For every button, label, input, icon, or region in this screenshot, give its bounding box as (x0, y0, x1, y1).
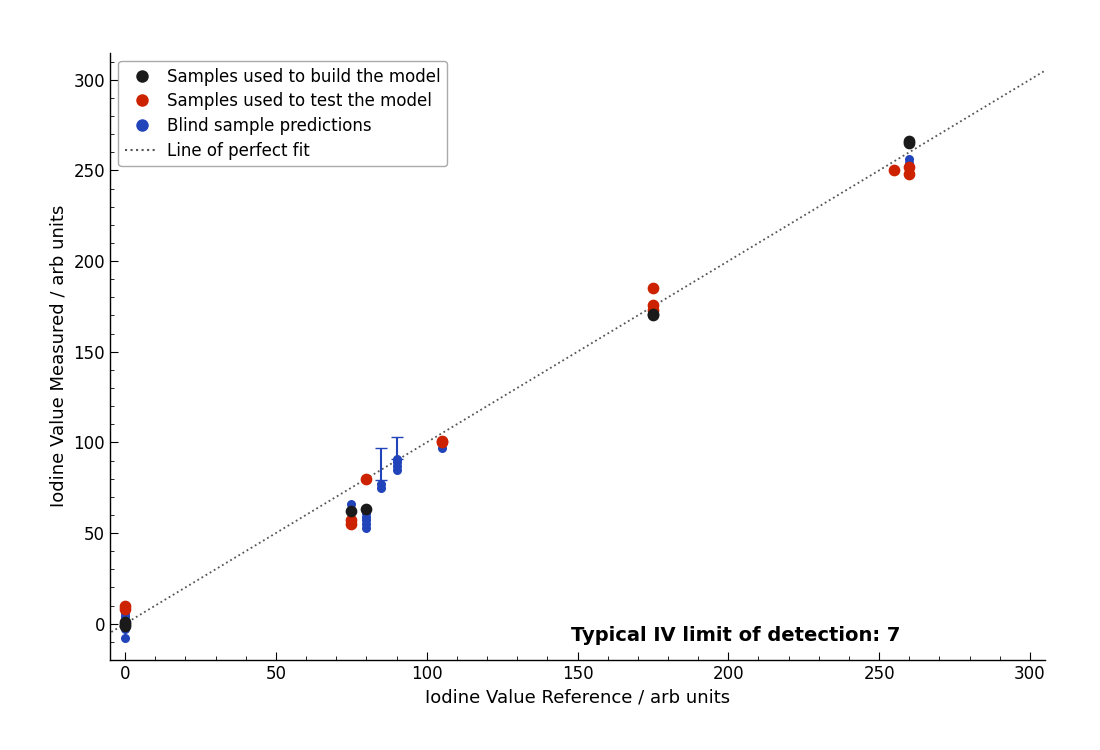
Blind sample predictions (901, 154, 918, 166)
Blind sample predictions (901, 168, 918, 180)
Samples used to test the model (342, 518, 360, 530)
Blind sample predictions (117, 618, 134, 630)
Samples used to test the model (645, 298, 662, 310)
Samples used to build the model (901, 137, 918, 149)
Blind sample predictions (117, 607, 134, 619)
Blind sample predictions (387, 464, 405, 476)
Blind sample predictions (387, 460, 405, 472)
Samples used to build the model (901, 135, 918, 147)
Blind sample predictions (358, 507, 375, 519)
Blind sample predictions (901, 164, 918, 176)
Samples used to test the model (886, 164, 903, 176)
Blind sample predictions (373, 478, 390, 490)
Samples used to test the model (433, 436, 451, 448)
Samples used to test the model (358, 472, 375, 484)
Samples used to test the model (117, 599, 134, 611)
X-axis label: Iodine Value Reference / arb units: Iodine Value Reference / arb units (425, 688, 730, 706)
Samples used to test the model (901, 160, 918, 172)
Blind sample predictions (342, 498, 360, 510)
Samples used to test the model (342, 514, 360, 526)
Blind sample predictions (117, 614, 134, 626)
Blind sample predictions (117, 623, 134, 635)
Blind sample predictions (901, 160, 918, 172)
Samples used to build the model (645, 310, 662, 322)
Blind sample predictions (358, 511, 375, 523)
Blind sample predictions (433, 442, 451, 454)
Samples used to test the model (645, 282, 662, 294)
Samples used to build the model (117, 620, 134, 632)
Blind sample predictions (901, 157, 918, 169)
Blind sample predictions (387, 453, 405, 465)
Blind sample predictions (373, 482, 390, 494)
Y-axis label: Iodine Value Measured / arb units: Iodine Value Measured / arb units (50, 205, 68, 508)
Blind sample predictions (387, 456, 405, 468)
Blind sample predictions (358, 518, 375, 530)
Samples used to build the model (645, 308, 662, 320)
Blind sample predictions (358, 521, 375, 533)
Blind sample predictions (117, 610, 134, 622)
Blind sample predictions (117, 632, 134, 644)
Blind sample predictions (358, 514, 375, 526)
Samples used to test the model (433, 434, 451, 446)
Samples used to test the model (901, 168, 918, 180)
Samples used to build the model (117, 616, 134, 628)
Blind sample predictions (117, 603, 134, 615)
Legend: Samples used to build the model, Samples used to test the model, Blind sample pr: Samples used to build the model, Samples… (119, 61, 447, 166)
Text: Typical IV limit of detection: 7: Typical IV limit of detection: 7 (572, 626, 901, 646)
Samples used to test the model (645, 304, 662, 316)
Samples used to build the model (342, 506, 360, 518)
Samples used to build the model (117, 618, 134, 630)
Samples used to test the model (117, 603, 134, 615)
Samples used to build the model (358, 503, 375, 515)
